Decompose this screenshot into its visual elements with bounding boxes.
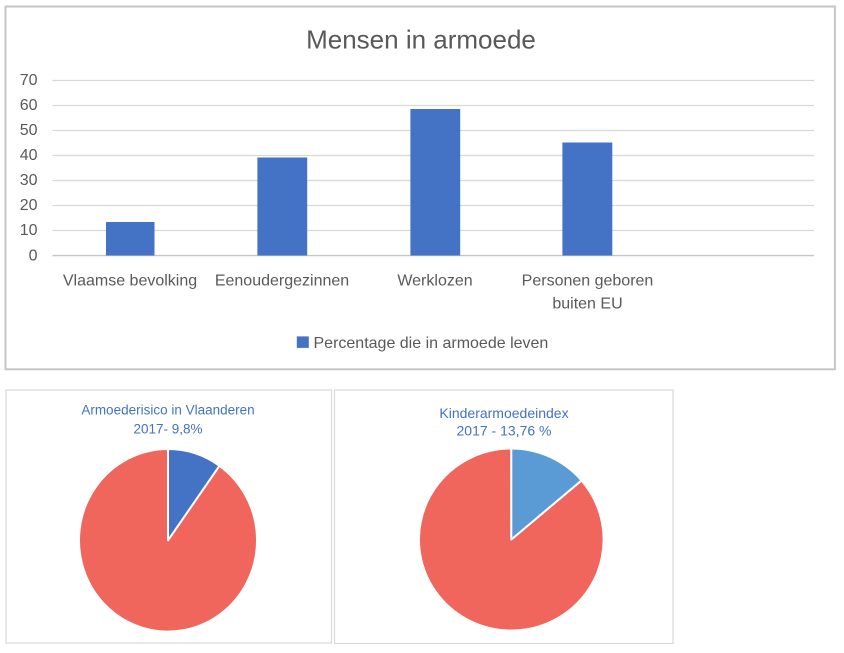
svg-text:2017- 9,8%: 2017- 9,8% bbox=[133, 422, 202, 437]
svg-text:Mensen in armoede: Mensen in armoede bbox=[306, 24, 536, 54]
svg-text:Percentage die in armoede leve: Percentage die in armoede leven bbox=[314, 335, 549, 352]
svg-text:2017 - 13,76 %: 2017 - 13,76 % bbox=[457, 423, 552, 439]
svg-text:30: 30 bbox=[20, 172, 38, 189]
svg-text:buiten EU: buiten EU bbox=[552, 296, 622, 313]
svg-text:20: 20 bbox=[20, 197, 38, 214]
svg-text:50: 50 bbox=[20, 122, 38, 139]
svg-text:40: 40 bbox=[20, 147, 38, 164]
svg-text:Personen geboren: Personen geboren bbox=[522, 273, 654, 290]
svg-text:Eenoudergezinnen: Eenoudergezinnen bbox=[215, 273, 349, 290]
svg-text:Werklozen: Werklozen bbox=[397, 273, 472, 290]
svg-text:0: 0 bbox=[29, 247, 38, 264]
svg-text:Kinderarmoedeindex: Kinderarmoedeindex bbox=[439, 405, 568, 421]
svg-text:10: 10 bbox=[20, 222, 38, 239]
svg-text:Vlaamse bevolking: Vlaamse bevolking bbox=[63, 273, 197, 290]
svg-text:60: 60 bbox=[20, 97, 38, 114]
svg-text:Armoederisico in Vlaanderen: Armoederisico in Vlaanderen bbox=[81, 403, 254, 418]
svg-text:70: 70 bbox=[20, 72, 38, 89]
